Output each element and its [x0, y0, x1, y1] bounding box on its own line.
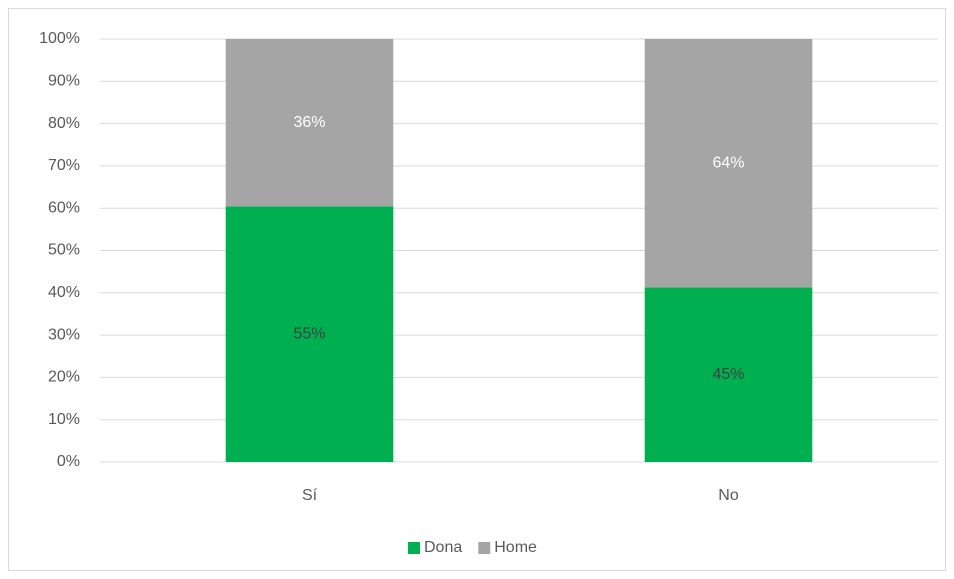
data-label: 45%: [712, 366, 744, 383]
legend-swatch: [408, 542, 420, 554]
bar-segment: [225, 206, 394, 462]
y-tick-label: 80%: [48, 115, 80, 132]
y-tick-label: 70%: [48, 157, 80, 174]
data-label: 55%: [293, 325, 325, 342]
x-tick-label: No: [718, 487, 739, 504]
y-tick-label: 0%: [57, 453, 80, 470]
x-tick-label: Sí: [302, 487, 318, 504]
data-label: 36%: [293, 114, 325, 131]
y-tick-label: 90%: [48, 73, 80, 90]
bar-segment: [225, 39, 394, 207]
y-tick-label: 60%: [48, 199, 80, 216]
legend-label: Home: [494, 539, 537, 556]
bar-segment: [644, 39, 813, 288]
bar-segment: [644, 287, 813, 462]
data-label: 64%: [712, 154, 744, 171]
y-tick-label: 30%: [48, 326, 80, 343]
y-tick-label: 20%: [48, 369, 80, 386]
legend-label: Dona: [424, 539, 462, 556]
y-tick-label: 40%: [48, 284, 80, 301]
y-tick-label: 100%: [39, 30, 80, 47]
legend-swatch: [478, 542, 491, 554]
y-tick-label: 50%: [48, 242, 80, 259]
y-tick-label: 10%: [48, 411, 80, 428]
